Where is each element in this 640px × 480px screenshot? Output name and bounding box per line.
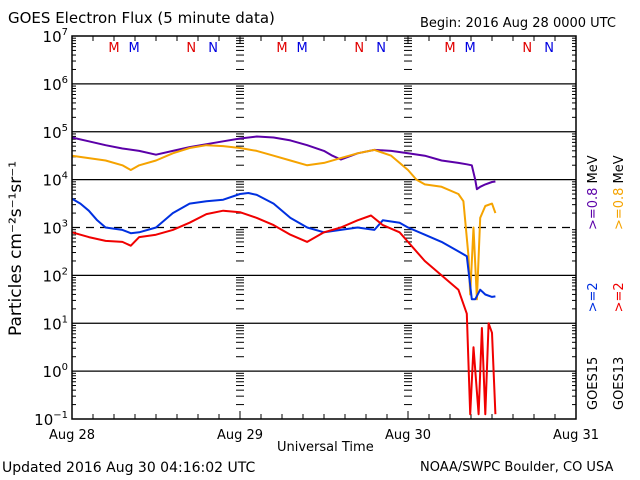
- legend-goes15: GOES15 >=2 >=0.8 MeV: [586, 155, 601, 410]
- marker-label: M: [444, 41, 455, 56]
- chart-title: GOES Electron Flux (5 minute data): [8, 9, 275, 27]
- chart-subtitle: Begin: 2016 Aug 28 0000 UTC: [420, 16, 616, 31]
- marker-label: M: [276, 41, 287, 56]
- series-line: [71, 144, 497, 301]
- marker-label: M: [129, 41, 140, 56]
- legend-goes13-e08: >=0.8: [612, 187, 627, 231]
- footer-updated: Updated 2016 Aug 30 04:16:02 UTC: [2, 460, 256, 476]
- legend-goes13: GOES13 >=2 >=0.8 MeV: [612, 155, 627, 410]
- plot-frame: [71, 35, 577, 420]
- y-tick-label: 106: [43, 75, 68, 94]
- marker-label: M: [108, 41, 119, 56]
- marker-label: N: [186, 41, 196, 56]
- marker-label: N: [522, 41, 532, 56]
- y-tick-label: 107: [43, 27, 68, 46]
- series-line: [71, 192, 496, 301]
- marker-label: N: [354, 41, 364, 56]
- x-tick-label: Aug 30: [385, 428, 431, 443]
- marker-label: N: [376, 41, 386, 56]
- marker-label: M: [465, 41, 476, 56]
- legend-goes15-e08: >=0.8: [586, 187, 601, 231]
- y-tick-label: 10−1: [34, 410, 68, 429]
- x-tick-label: Aug 31: [553, 428, 599, 443]
- footer-credit: NOAA/SWPC Boulder, CO USA: [420, 460, 614, 475]
- legend-goes13-label: GOES13: [612, 356, 627, 410]
- legend-goes15-unit: MeV: [586, 155, 601, 184]
- y-tick-label: 100: [43, 362, 68, 381]
- legend-goes13-e2: >=2: [612, 282, 627, 313]
- y-tick-label: 101: [43, 314, 68, 333]
- y-tick-label: 104: [43, 171, 68, 190]
- y-tick-label: 102: [43, 266, 68, 285]
- y-tick-label: 105: [43, 123, 68, 142]
- legend-goes13-unit: MeV: [612, 155, 627, 184]
- legend-goes15-e2: >=2: [586, 282, 601, 313]
- y-axis-label: Particles cm⁻²s⁻¹sr⁻¹: [6, 160, 26, 336]
- x-tick-label: Aug 28: [49, 428, 95, 443]
- marker-label: M: [297, 41, 308, 56]
- y-tick-label: 103: [43, 219, 68, 238]
- marker-label: N: [208, 41, 218, 56]
- series-line: [71, 135, 496, 191]
- x-axis-label: Universal Time: [277, 440, 374, 455]
- series-line: [71, 209, 497, 416]
- legend-goes15-label: GOES15: [586, 356, 601, 410]
- x-tick-label: Aug 29: [217, 428, 263, 443]
- marker-label: N: [544, 41, 554, 56]
